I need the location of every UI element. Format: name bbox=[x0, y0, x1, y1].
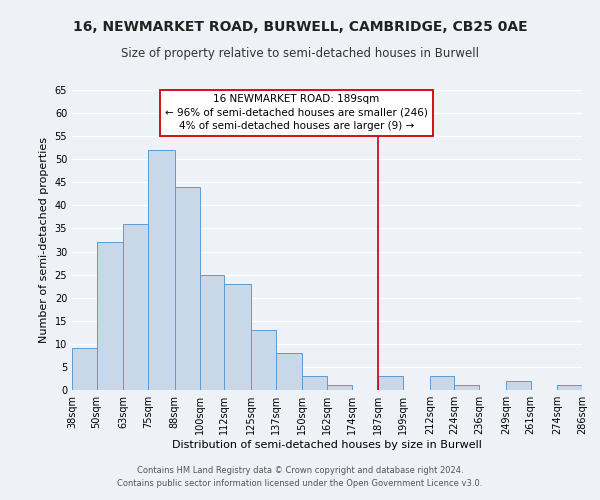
Bar bbox=[302, 376, 327, 390]
Bar bbox=[97, 242, 124, 390]
Bar bbox=[506, 381, 530, 390]
Bar bbox=[199, 274, 224, 390]
Bar bbox=[275, 353, 302, 390]
X-axis label: Distribution of semi-detached houses by size in Burwell: Distribution of semi-detached houses by … bbox=[172, 440, 482, 450]
Text: 16 NEWMARKET ROAD: 189sqm
← 96% of semi-detached houses are smaller (246)
4% of : 16 NEWMARKET ROAD: 189sqm ← 96% of semi-… bbox=[165, 94, 428, 131]
Text: Size of property relative to semi-detached houses in Burwell: Size of property relative to semi-detach… bbox=[121, 48, 479, 60]
Bar bbox=[455, 386, 479, 390]
Bar bbox=[327, 386, 352, 390]
Bar bbox=[251, 330, 275, 390]
Text: 16, NEWMARKET ROAD, BURWELL, CAMBRIDGE, CB25 0AE: 16, NEWMARKET ROAD, BURWELL, CAMBRIDGE, … bbox=[73, 20, 527, 34]
Bar bbox=[557, 386, 582, 390]
Bar bbox=[379, 376, 403, 390]
Bar bbox=[72, 348, 97, 390]
Bar bbox=[175, 187, 199, 390]
Bar bbox=[124, 224, 148, 390]
Bar bbox=[430, 376, 455, 390]
Y-axis label: Number of semi-detached properties: Number of semi-detached properties bbox=[39, 137, 49, 343]
Text: Contains HM Land Registry data © Crown copyright and database right 2024.
Contai: Contains HM Land Registry data © Crown c… bbox=[118, 466, 482, 487]
Bar bbox=[148, 150, 175, 390]
Bar bbox=[224, 284, 251, 390]
